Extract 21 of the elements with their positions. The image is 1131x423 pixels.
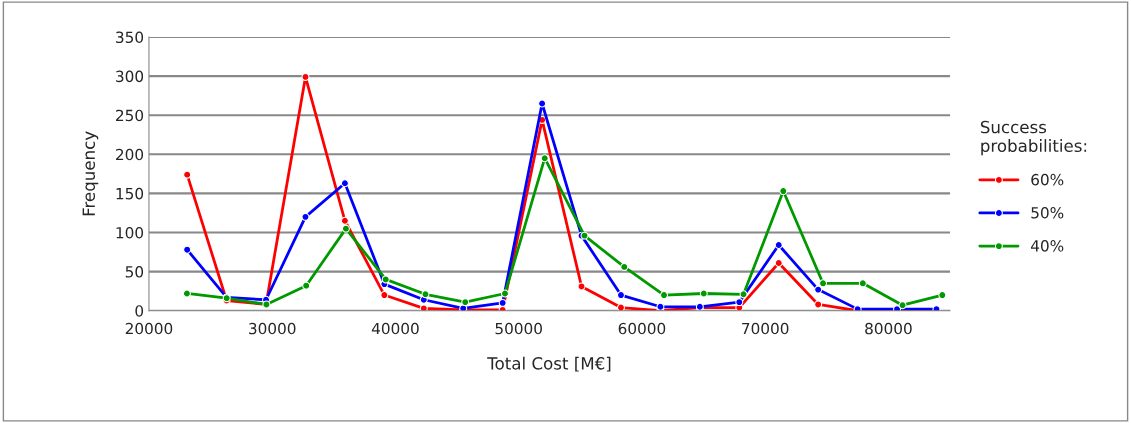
y-tick-label: 50 bbox=[125, 266, 144, 278]
x-tick-label: 60000 bbox=[618, 322, 666, 335]
legend-label: 40% bbox=[1030, 240, 1064, 252]
x-tick-label: 50000 bbox=[495, 322, 542, 335]
y-tick-label: 150 bbox=[116, 187, 144, 200]
y-tick-label: 200 bbox=[116, 148, 144, 161]
y-tick-label: 0 bbox=[135, 305, 144, 317]
x-tick-label: 40000 bbox=[371, 322, 419, 335]
x-tick-label: 70000 bbox=[742, 322, 789, 335]
legend-label: 50% bbox=[1031, 206, 1064, 219]
x-tick-label: 20000 bbox=[125, 322, 173, 335]
y-tick-label: 100 bbox=[116, 226, 144, 239]
y-tick-label: 300 bbox=[116, 70, 144, 83]
x-tick-label: 30000 bbox=[249, 322, 296, 335]
y-axis-title: Frequency bbox=[82, 131, 99, 216]
y-tick-label: 250 bbox=[116, 109, 144, 122]
y-tick-label: 350 bbox=[116, 31, 144, 44]
legend-title: Success probabilities: bbox=[980, 120, 1087, 156]
x-axis-title: Total Cost [M€] bbox=[487, 356, 611, 372]
x-tick-label: 80000 bbox=[865, 322, 912, 335]
legend-label: 60% bbox=[1031, 173, 1064, 186]
